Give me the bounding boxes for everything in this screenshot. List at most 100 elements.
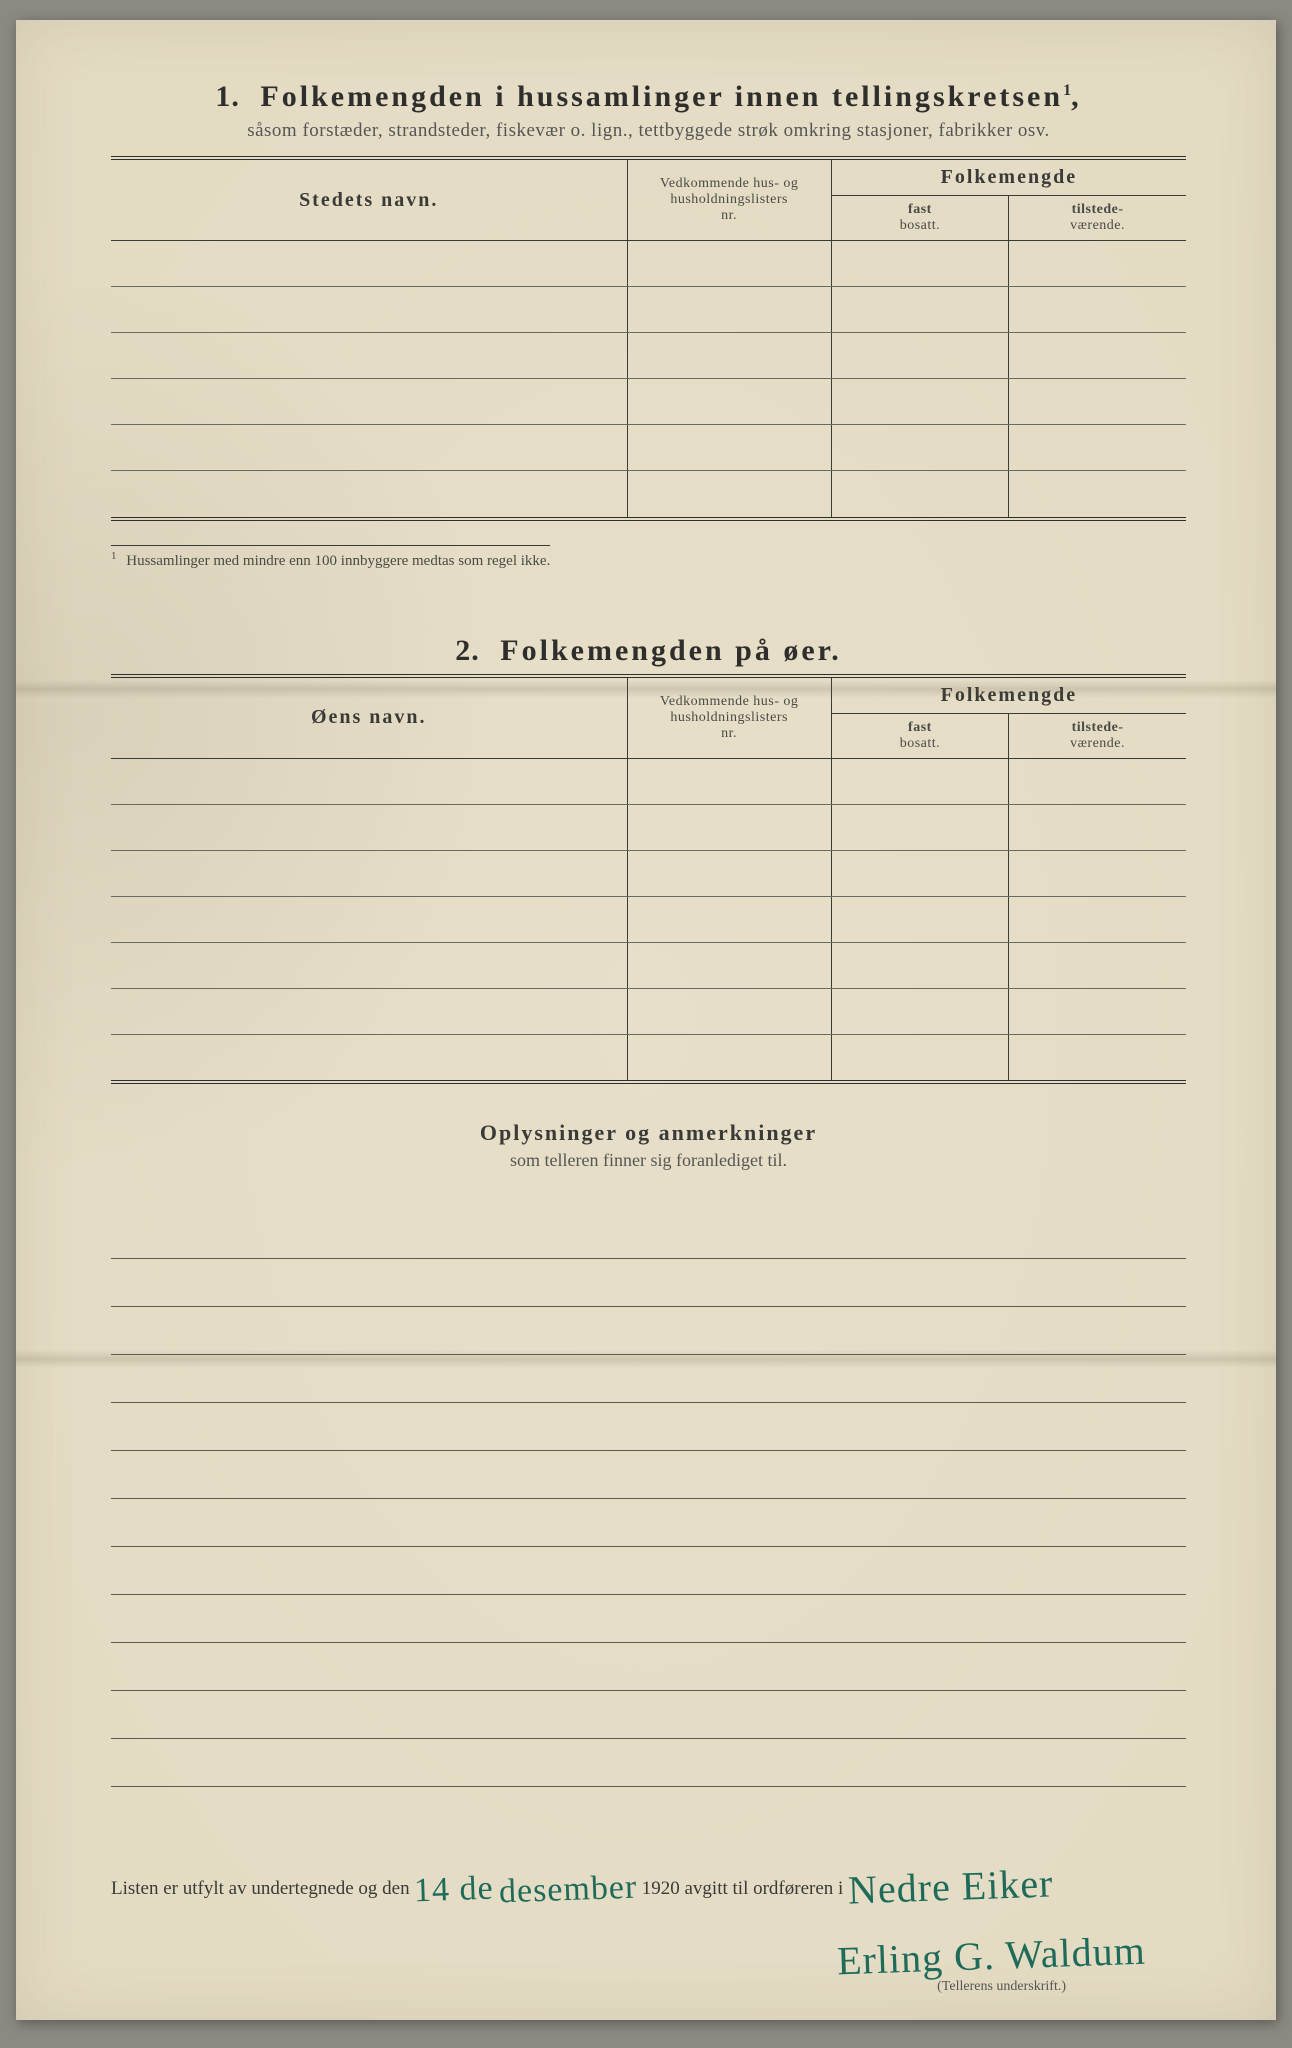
table-cell[interactable]: [627, 333, 831, 379]
table-cell[interactable]: [831, 287, 1008, 333]
table-cell[interactable]: [1009, 942, 1186, 988]
col-list-l2: husholdningslisters: [670, 710, 788, 725]
table-cell[interactable]: [111, 988, 627, 1034]
table-cell[interactable]: [111, 333, 627, 379]
table-cell[interactable]: [1009, 333, 1186, 379]
table-cell[interactable]: [831, 471, 1008, 517]
table-cell[interactable]: [1009, 850, 1186, 896]
table-cell[interactable]: [1009, 1034, 1186, 1080]
col-tilstede: tilstede- værende.: [1009, 196, 1186, 241]
table-cell[interactable]: [1009, 425, 1186, 471]
ruled-line[interactable]: [111, 1547, 1186, 1595]
section1-table: Stedets navn. Vedkommende hus- og hushol…: [111, 160, 1186, 517]
sig-mid: avgitt til ordføreren i: [685, 1878, 849, 1899]
section3-heading: Oplysninger og anmerkninger: [111, 1120, 1186, 1146]
col-til-l2: værende.: [1070, 736, 1125, 751]
table-cell[interactable]: [1009, 804, 1186, 850]
table-row: [111, 758, 1186, 804]
table-cell[interactable]: [831, 241, 1008, 287]
ruled-line[interactable]: [111, 1739, 1186, 1787]
remarks-lines: [111, 1211, 1186, 1787]
section1-number: 1.: [215, 80, 240, 113]
handwritten-day: 14 de: [414, 1870, 495, 1911]
ruled-line[interactable]: [111, 1259, 1186, 1307]
table-cell[interactable]: [1009, 471, 1186, 517]
section1-heading: 1. Folkemengden i hussamlinger innen tel…: [111, 80, 1186, 114]
table-cell[interactable]: [627, 850, 831, 896]
table-cell[interactable]: [831, 1034, 1008, 1080]
table-cell[interactable]: [831, 896, 1008, 942]
table-cell[interactable]: [111, 850, 627, 896]
table-row: [111, 850, 1186, 896]
col-oens-navn: Øens navn.: [111, 678, 627, 759]
table-cell[interactable]: [831, 379, 1008, 425]
col-list-l1: Vedkommende hus- og: [660, 694, 799, 709]
table-cell[interactable]: [1009, 379, 1186, 425]
signer-line: Erling G. Waldum: [837, 1926, 1146, 1973]
table-cell[interactable]: [111, 1034, 627, 1080]
table-cell[interactable]: [627, 241, 831, 287]
table-cell[interactable]: [627, 1034, 831, 1080]
table-cell[interactable]: [1009, 988, 1186, 1034]
table-cell[interactable]: [831, 942, 1008, 988]
ruled-line[interactable]: [111, 1451, 1186, 1499]
table-cell[interactable]: [1009, 241, 1186, 287]
table-cell[interactable]: [111, 942, 627, 988]
table-cell[interactable]: [1009, 758, 1186, 804]
ruled-line[interactable]: [111, 1211, 1186, 1259]
table-cell[interactable]: [831, 988, 1008, 1034]
ruled-line[interactable]: [111, 1499, 1186, 1547]
ruled-line[interactable]: [111, 1595, 1186, 1643]
census-form-page: 1. Folkemengden i hussamlinger innen tel…: [16, 20, 1276, 2020]
table-cell[interactable]: [627, 471, 831, 517]
ruled-line[interactable]: [111, 1307, 1186, 1355]
handwritten-place: Nedre Eiker: [847, 1859, 1054, 1913]
ruled-line[interactable]: [111, 1355, 1186, 1403]
table-cell[interactable]: [111, 241, 627, 287]
table-cell[interactable]: [111, 379, 627, 425]
col-list-l2: husholdningslisters: [670, 192, 788, 207]
section1-rows: [111, 241, 1186, 517]
table-row: [111, 804, 1186, 850]
sig-year: 1920: [642, 1878, 680, 1899]
table-cell[interactable]: [111, 758, 627, 804]
table-cell[interactable]: [111, 471, 627, 517]
ruled-line[interactable]: [111, 1403, 1186, 1451]
table-cell[interactable]: [111, 896, 627, 942]
section2-heading: 2. Folkemengden på øer.: [111, 634, 1186, 668]
section3-sub: som telleren finner sig foranlediget til…: [111, 1150, 1186, 1171]
table-cell[interactable]: [627, 425, 831, 471]
table-cell[interactable]: [831, 425, 1008, 471]
table-row: [111, 1034, 1186, 1080]
ruled-line[interactable]: [111, 1691, 1186, 1739]
col-folkemengde: Folkemengde: [831, 678, 1186, 714]
table-cell[interactable]: [831, 758, 1008, 804]
table-cell[interactable]: [627, 379, 831, 425]
col-fast-l2: bosatt.: [900, 218, 940, 233]
table-row: [111, 896, 1186, 942]
table-cell[interactable]: [831, 804, 1008, 850]
table-cell[interactable]: [627, 942, 831, 988]
table-cell[interactable]: [831, 333, 1008, 379]
table-cell[interactable]: [111, 425, 627, 471]
table-row: [111, 425, 1186, 471]
table-cell[interactable]: [831, 850, 1008, 896]
table-row: [111, 241, 1186, 287]
table-cell[interactable]: [627, 758, 831, 804]
table-cell[interactable]: [111, 804, 627, 850]
table-cell[interactable]: [627, 287, 831, 333]
table-cell[interactable]: [627, 804, 831, 850]
table-cell[interactable]: [627, 988, 831, 1034]
table-cell[interactable]: [1009, 287, 1186, 333]
handwritten-month: desember: [498, 1869, 638, 1912]
section-gap: [111, 570, 1186, 634]
col-list-l3: nr.: [721, 726, 737, 741]
section2-number: 2.: [455, 634, 480, 667]
ruled-line[interactable]: [111, 1643, 1186, 1691]
table-cell[interactable]: [1009, 896, 1186, 942]
table-row: [111, 379, 1186, 425]
table-cell[interactable]: [627, 896, 831, 942]
section1-title-sup: 1: [1063, 82, 1071, 99]
section2-table: Øens navn. Vedkommende hus- og husholdni…: [111, 678, 1186, 1081]
table-cell[interactable]: [111, 287, 627, 333]
